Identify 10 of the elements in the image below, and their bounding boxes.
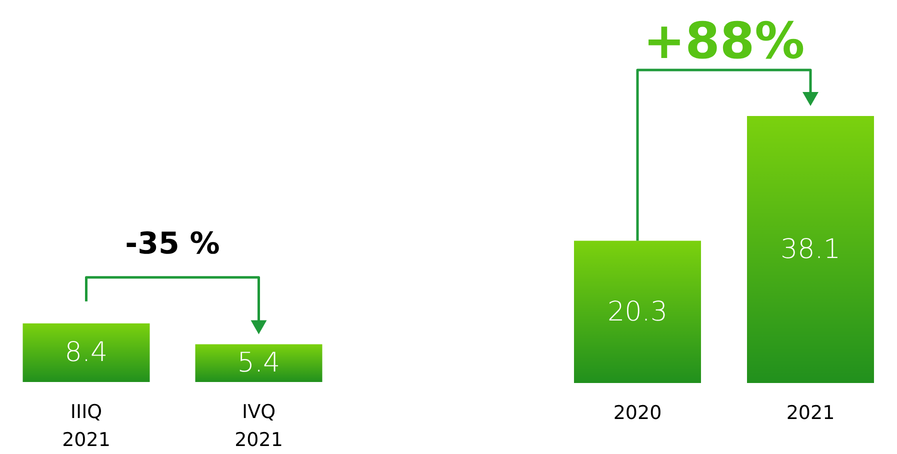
data-label: 20.3 <box>607 296 668 328</box>
data-label: 38.1 <box>780 234 841 265</box>
x-tick-label: IVQ 2021 <box>234 401 283 451</box>
x-tick-label: 2020 <box>613 402 662 424</box>
text: -35 % <box>125 226 220 262</box>
data-label: 8.4 <box>64 337 108 368</box>
x-tick-label: IIIQ 2021 <box>62 401 110 451</box>
data-label: 5.4 <box>237 348 280 379</box>
text: +88% <box>643 12 805 70</box>
x-tick-label: 2021 <box>786 402 835 424</box>
